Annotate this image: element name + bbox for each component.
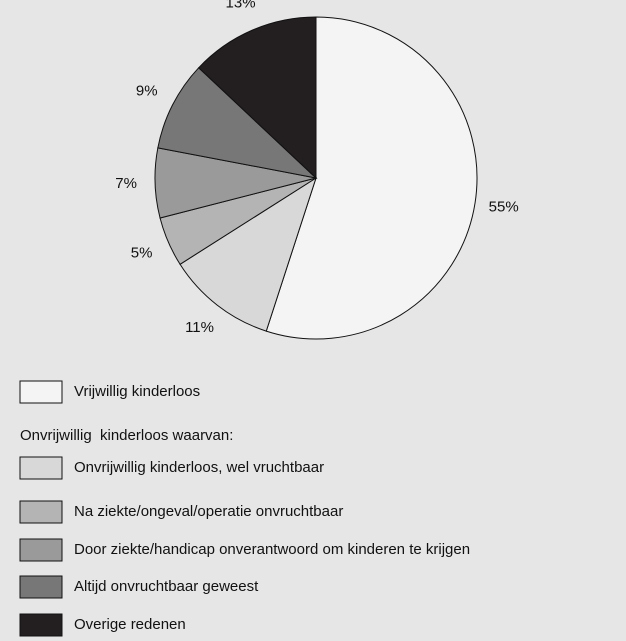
legend-swatch	[19, 575, 63, 599]
legend-label: Overige redenen	[74, 616, 186, 633]
data-label: 7%	[115, 175, 137, 192]
legend-label: Door ziekte/handicap onverantwoord om ki…	[74, 541, 470, 558]
legend-swatch	[19, 500, 63, 524]
legend-swatch	[19, 456, 63, 480]
pie-slice	[179, 176, 317, 332]
legend-label: Onvrijwillig kinderloos, wel vruchtbaar	[74, 459, 324, 476]
legend-swatch	[19, 613, 63, 637]
data-label: 5%	[131, 244, 153, 261]
data-label: 11%	[185, 319, 214, 336]
data-label: 9%	[136, 83, 158, 100]
data-label: 13%	[226, 0, 256, 12]
pie-slice	[197, 16, 317, 180]
legend-label: Vrijwillig kinderloos	[74, 383, 200, 400]
pie-slice	[157, 67, 318, 179]
legend-swatch	[19, 538, 63, 562]
legend-heading: Onvrijwillig kinderloos waarvan:	[20, 427, 233, 444]
legend-label: Na ziekte/ongeval/operatie onvruchtbaar	[74, 503, 343, 520]
pie-slice	[265, 16, 478, 340]
legend-swatch	[19, 380, 63, 404]
legend-label: Altijd onvruchtbaar geweest	[74, 578, 259, 595]
data-label: 55%	[489, 199, 519, 216]
